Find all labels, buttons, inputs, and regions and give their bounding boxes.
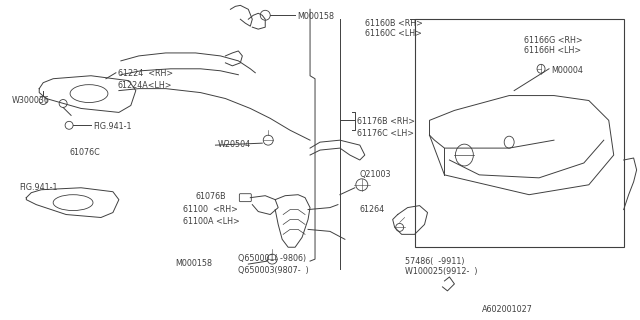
Text: 61264: 61264 — [360, 204, 385, 214]
Text: W300036: W300036 — [12, 96, 49, 105]
Text: FIG.941-1: FIG.941-1 — [93, 122, 131, 131]
Bar — [415, 19, 623, 247]
Text: 61076B: 61076B — [196, 192, 226, 201]
Text: 61100A <LH>: 61100A <LH> — [182, 217, 239, 226]
Text: M000158: M000158 — [175, 259, 212, 268]
Text: 61160C <LH>: 61160C <LH> — [365, 29, 422, 38]
Text: 61160B <RH>: 61160B <RH> — [365, 19, 422, 28]
Text: 61224A<LH>: 61224A<LH> — [118, 81, 172, 90]
Text: 61166G <RH>: 61166G <RH> — [524, 36, 583, 45]
Text: 61224  <RH>: 61224 <RH> — [118, 69, 173, 78]
Text: W20504: W20504 — [218, 140, 251, 149]
Text: 61176C <LH>: 61176C <LH> — [357, 129, 414, 138]
Text: M00004: M00004 — [551, 66, 583, 75]
Text: M000158: M000158 — [297, 12, 334, 21]
Text: Q650003(9807-  ): Q650003(9807- ) — [238, 266, 309, 275]
Text: A602001027: A602001027 — [483, 305, 533, 314]
Text: 57486(  -9911): 57486( -9911) — [404, 257, 464, 266]
Text: 61100  <RH>: 61100 <RH> — [182, 204, 237, 214]
Text: Q21003: Q21003 — [360, 170, 391, 179]
Text: 61166H <LH>: 61166H <LH> — [524, 46, 581, 55]
Text: W100025(9912-  ): W100025(9912- ) — [404, 267, 477, 276]
Text: Q650001( -9806): Q650001( -9806) — [238, 254, 307, 263]
Text: 61076C: 61076C — [69, 148, 100, 157]
Text: FIG.941-1: FIG.941-1 — [19, 183, 58, 192]
Text: 61176B <RH>: 61176B <RH> — [357, 117, 415, 126]
